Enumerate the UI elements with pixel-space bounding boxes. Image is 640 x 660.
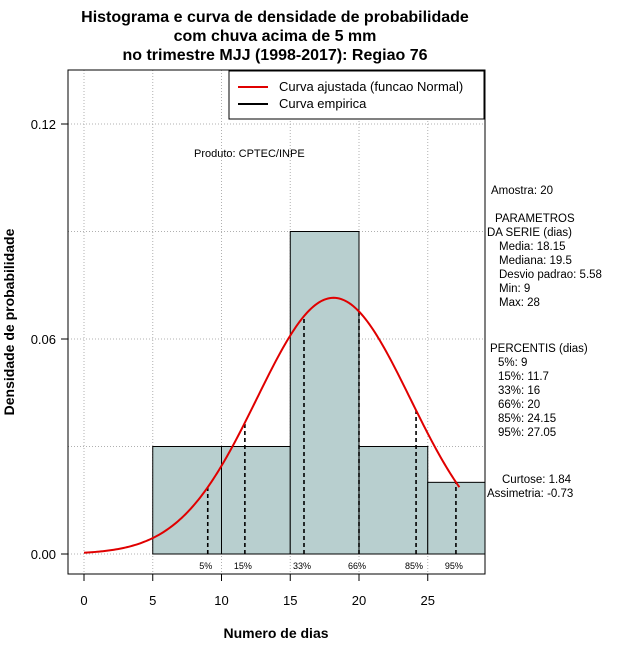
percentile-lines — [206, 311, 457, 554]
chart-title-line-1: Histograma e curva de densidade de proba… — [81, 9, 469, 26]
percentile-label: 5% — [199, 561, 212, 571]
param-median: Mediana: 19.5 — [499, 255, 572, 267]
percentile-label: 85% — [405, 561, 423, 571]
x-tick-label: 0 — [80, 593, 87, 608]
param-min: Min: 9 — [499, 283, 530, 295]
x-tick-label: 25 — [421, 593, 435, 608]
normal-fit-curve — [83, 296, 461, 554]
percentile-label: 66% — [348, 561, 366, 571]
percentile-label: 95% — [445, 561, 463, 571]
normal-curve-path — [83, 296, 461, 554]
histogram-bar — [221, 446, 291, 555]
percentil-66: 66%: 20 — [498, 399, 540, 411]
product-annotation: Produto: CPTEC/INPE — [194, 148, 305, 160]
params-title-2: DA SERIE (dias) — [487, 227, 572, 239]
x-tick-label: 10 — [214, 593, 228, 608]
legend-label-empirical: Curva empirica — [279, 96, 367, 111]
histogram-bar — [152, 446, 222, 555]
x-axis-label: Numero de dias — [223, 625, 328, 641]
percentile-label: 15% — [234, 561, 252, 571]
chart-title-line-3: no trimestre MJJ (1998-2017): Regiao 76 — [122, 47, 427, 64]
kurtosis: Curtose: 1.84 — [502, 474, 572, 486]
percentile-labels: 5% 15% 33% 66% 85% 95% — [199, 561, 463, 571]
percentil-85: 85%: 24.15 — [498, 413, 556, 425]
percentis-title: PERCENTIS (dias) — [490, 343, 588, 355]
stats-panel: Amostra: 20 PARAMETROS DA SERIE (dias) M… — [487, 185, 602, 500]
legend-label-fit: Curva ajustada (funcao Normal) — [279, 79, 463, 94]
percentil-95: 95%: 27.05 — [498, 427, 556, 439]
legend-box — [228, 70, 485, 120]
skewness: Assimetria: -0.73 — [487, 488, 573, 500]
sample-size: Amostra: 20 — [491, 185, 553, 197]
percentil-33: 33%: 16 — [498, 385, 540, 397]
x-axis: 0 5 10 15 20 25 — [80, 573, 435, 608]
params-title-1: PARAMETROS — [495, 213, 575, 225]
y-tick-label: 0.12 — [31, 117, 56, 132]
x-tick-label: 5 — [149, 593, 156, 608]
histogram-bars — [152, 231, 486, 555]
param-sd: Desvio padrao: 5.58 — [499, 269, 602, 281]
percentil-5: 5%: 9 — [498, 357, 527, 369]
y-axis-label: Densidade de probabilidade — [1, 228, 17, 415]
y-tick-label: 0.06 — [31, 332, 56, 347]
percentile-label: 33% — [293, 561, 311, 571]
histogram-bar — [358, 446, 429, 555]
x-tick-label: 15 — [283, 593, 297, 608]
y-tick-label: 0.00 — [31, 547, 56, 562]
histogram-bar — [289, 231, 360, 555]
legend: Curva ajustada (funcao Normal) Curva emp… — [228, 70, 485, 120]
x-tick-label: 20 — [352, 593, 366, 608]
param-mean: Media: 18.15 — [499, 241, 566, 253]
param-max: Max: 28 — [499, 297, 540, 309]
y-axis: 0.00 0.06 0.12 — [31, 117, 69, 562]
chart-title-line-2: com chuva acima de 5 mm — [174, 28, 377, 45]
percentil-15: 15%: 11.7 — [498, 371, 549, 383]
